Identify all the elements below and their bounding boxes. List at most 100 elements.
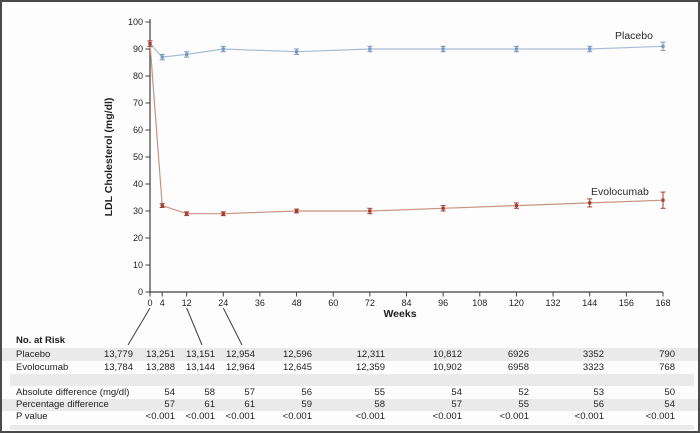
table-cell: 13,288 [145, 362, 175, 373]
x-tick-label: 12 [182, 298, 192, 308]
stat-row-2: P value <0.001 <0.001 <0.001 <0.001 <0.001 <0.… [2, 411, 698, 423]
data-point [220, 45, 226, 53]
row-label: Absolute difference (mg/dl) [16, 387, 130, 398]
table-cell: <0.001 [145, 411, 175, 422]
marker [514, 204, 519, 208]
y-tick-label: 50 [133, 152, 143, 162]
table-bottom-band [10, 425, 694, 430]
y-tick-label: 0 [138, 287, 143, 297]
table-cell: 57 [164, 399, 175, 410]
marker [514, 47, 519, 51]
table-cell: 3352 [582, 349, 604, 360]
marker [441, 206, 445, 210]
table-cell: 12,596 [282, 349, 312, 360]
leader-lines [127, 307, 243, 346]
x-tick-label: 0 [147, 298, 152, 308]
table-cell: 57 [244, 387, 255, 398]
table-cell: 13,251 [145, 349, 175, 360]
leader-line [127, 307, 151, 346]
table-cell: 59 [301, 399, 312, 410]
y-tick-label: 40 [133, 179, 143, 189]
marker [185, 212, 189, 216]
y-tick-label: 90 [133, 44, 143, 54]
data-point [513, 45, 519, 53]
x-tick-label: 4 [160, 298, 165, 308]
series-line [149, 43, 664, 58]
marker [588, 201, 592, 205]
x-tick-label: 120 [509, 298, 524, 308]
table-cell: 12,645 [282, 362, 312, 373]
table-cell: 54 [451, 387, 462, 398]
table-cell: 61 [244, 399, 255, 410]
data-point [367, 207, 373, 215]
table-cell: <0.001 [185, 411, 215, 422]
table-cell: 61 [204, 399, 215, 410]
marker [185, 52, 189, 56]
marker [661, 198, 665, 202]
no-at-risk-header: No. at Risk [16, 335, 66, 346]
table-cell: <0.001 [645, 411, 675, 422]
marker [160, 55, 164, 59]
leader-line [186, 307, 203, 346]
x-tick-label: 48 [292, 298, 302, 308]
table-cell: 56 [301, 387, 312, 398]
table-cell: <0.001 [499, 411, 529, 422]
table-cell: 54 [164, 387, 175, 398]
marker [160, 204, 164, 208]
table-cell: 12,964 [225, 362, 255, 373]
x-tick-label: 168 [655, 298, 670, 308]
risk-row-placebo: Placebo 13,779 13,251 13,151 12,954 12,596 12,… [2, 348, 698, 361]
x-tick-label: 84 [401, 298, 411, 308]
x-axis-title: Weeks [383, 308, 417, 320]
y-tick-label: 30 [133, 206, 143, 216]
table-cell: 13,144 [185, 362, 215, 373]
table-cell: 12,311 [356, 349, 385, 360]
x-tick-label: 96 [438, 298, 448, 308]
table-cell: <0.001 [282, 411, 312, 422]
marker [368, 209, 372, 213]
data-point [159, 53, 165, 61]
y-tick-label: 100 [128, 17, 143, 27]
table-cell: 12,954 [225, 349, 255, 360]
table-cell: 6958 [507, 362, 529, 373]
table-cell: <0.001 [574, 411, 604, 422]
data-point [184, 211, 190, 217]
table-cell: 52 [518, 387, 529, 398]
x-tick-label: 108 [472, 298, 487, 308]
row-label: P value [16, 411, 48, 422]
table-cell: 56 [593, 399, 604, 410]
table-cell: 58 [374, 399, 385, 410]
table-cell: 55 [518, 399, 529, 410]
table-cell: <0.001 [432, 411, 462, 422]
table-spacer-band [10, 374, 694, 386]
x-tick-label: 24 [218, 298, 228, 308]
x-tick-label: 144 [582, 298, 597, 308]
marker [148, 42, 152, 46]
stat-row-0: Absolute difference (mg/dl) 54 58 57 56 55 54 5… [2, 387, 698, 399]
y-axis-title: LDL Cholesterol (mg/dl) [103, 97, 115, 217]
marker [661, 44, 665, 48]
data-point [440, 205, 446, 212]
marker [221, 47, 225, 51]
table-cell: 57 [451, 399, 462, 410]
table-cell: 12,359 [355, 362, 385, 373]
table-cell: 50 [664, 387, 675, 398]
series-evolocumab [147, 40, 666, 217]
x-tick-label: 132 [546, 298, 561, 308]
table-cell: 58 [204, 387, 215, 398]
data-point [440, 45, 446, 53]
data-point [660, 191, 666, 209]
table-cell: 10,812 [432, 349, 462, 360]
marker [221, 212, 225, 216]
row-label: Placebo [16, 349, 51, 360]
y-tick-label: 80 [133, 71, 143, 81]
y-tick-label: 60 [133, 125, 143, 135]
table-cell: <0.001 [355, 411, 385, 422]
table-cell: 768 [659, 362, 675, 373]
table-cell: 790 [659, 349, 675, 360]
x-tick-label: 60 [328, 298, 338, 308]
marker [294, 50, 299, 54]
data-point [184, 51, 190, 58]
x-tick-label: 36 [255, 298, 265, 308]
